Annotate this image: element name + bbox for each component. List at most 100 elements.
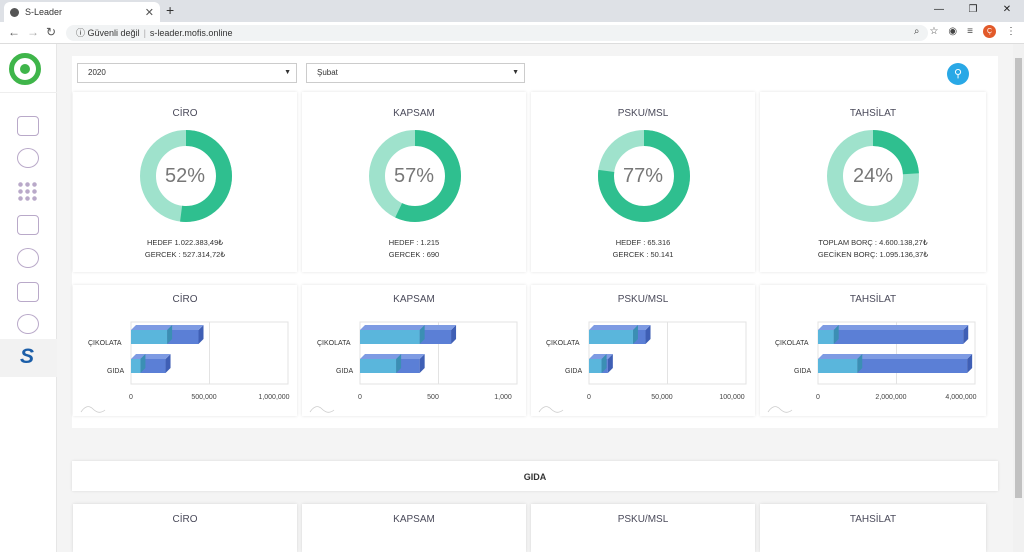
category-label: ÇIKOLATA [546, 340, 580, 347]
kpi-card-ciro: CİRO 52% HEDEF 1.022.383,49₺ GERCEK : 52… [73, 92, 297, 272]
bar-side [601, 354, 607, 373]
bar-card-kapsam: KAPSAM ÇIKOLATA GIDA 0 500 1,000 [302, 285, 526, 416]
bar-top [589, 354, 613, 359]
bar-card-ciro: CİRO ÇIKOLATA GIDA 0 500,000 1,000,000 [73, 285, 297, 416]
x-tick-label: 0 [129, 394, 133, 401]
gida-card-tahsilat: TAHSİLAT [760, 504, 986, 552]
menu-dots-icon[interactable]: ⋮ [1006, 26, 1016, 37]
page-scrollbar[interactable] [1013, 44, 1024, 552]
kpi-card-title: KAPSAM [393, 108, 435, 119]
tab-title: S-Leader [25, 7, 63, 17]
target-icon[interactable] [17, 248, 39, 268]
browser-tab-strip: S-Leader ✕ + — ❐ ✕ [0, 0, 1024, 22]
bar-segment-series-2 [140, 359, 166, 373]
app-logo[interactable] [9, 53, 41, 85]
new-tab-button[interactable]: + [166, 2, 175, 18]
kpi-donut [598, 130, 690, 222]
kpi-line-2: GERCEK : 527.314,72₺ [144, 250, 226, 259]
section-gida-header: GIDA [72, 461, 998, 491]
mini-sparkline [767, 406, 793, 413]
bar-segment-series-1 [131, 330, 168, 344]
bar-top [818, 325, 969, 330]
x-tick-label: 0 [816, 394, 820, 401]
mini-sparkline [538, 406, 564, 413]
info-icon[interactable]: ⓘ [76, 28, 86, 38]
window-controls: — ❐ ✕ [922, 0, 1024, 22]
toolbar-icons: ⌕ ☆ ◉ ≡ Ç ⋮ [914, 25, 1016, 38]
bar-segment-series-1 [589, 359, 602, 373]
x-tick-label: 4,000,000 [945, 394, 977, 401]
profile-avatar-icon[interactable]: Ç [983, 25, 996, 38]
month-select[interactable]: Şubat ▼ [306, 63, 525, 83]
restore-icon[interactable]: ❐ [968, 4, 978, 15]
bar-card-psku: PSKU/MSL ÇIKOLATA GIDA 0 50,000 100,000 [531, 285, 755, 416]
user-icon[interactable] [17, 314, 39, 334]
bar-segment-series-2 [396, 359, 420, 373]
category-label: GIDA [107, 368, 125, 375]
year-select[interactable]: 2020 ▼ [77, 63, 297, 83]
gida-card-title: KAPSAM [393, 514, 435, 525]
settings-gear-icon[interactable] [17, 148, 39, 168]
donut-value-arc [369, 130, 461, 222]
kpi-line-2: GECİKEN BORÇ: 1.095.136,37₺ [817, 250, 929, 259]
year-select-value: 2020 [88, 68, 106, 77]
bar-top [360, 354, 425, 359]
bar-segment-series-2 [419, 330, 452, 344]
bar-side [645, 325, 651, 344]
bar-segment-series-1 [131, 359, 141, 373]
donut-value-arc [140, 130, 232, 222]
x-tick-label: 1,000,000 [258, 394, 290, 401]
browser-toolbar: ← → ↻ ⓘ Güvenli değil | s-leader.mofis.onl… [0, 22, 1024, 44]
media-icon[interactable]: ≡ [967, 26, 973, 37]
security-label: Güvenli değil [87, 28, 140, 38]
bar-side [140, 354, 146, 373]
address-bar[interactable]: ⓘ Güvenli değil | s-leader.mofis.online [66, 25, 928, 41]
kpi-line-1: HEDEF : 1.215 [388, 238, 440, 247]
extension-icon[interactable]: ◉ [948, 26, 958, 37]
mail-icon[interactable] [17, 282, 39, 302]
bookmark-star-icon[interactable]: ☆ [929, 26, 939, 37]
bar-segment-series-2 [857, 359, 968, 373]
bar-side [198, 325, 204, 344]
kpi-line-1: HEDEF 1.022.383,49₺ [146, 238, 224, 247]
chevron-down-icon: ▼ [284, 69, 291, 76]
kpi-percent: 57% [393, 165, 435, 187]
kpi-card-psku: PSKU/MSL 77% HEDEF : 65.316 GERCEK : 50.… [531, 92, 755, 272]
sidebar-divider [0, 92, 57, 93]
bar-chart [538, 321, 747, 413]
x-tick-label: 50,000 [651, 394, 673, 401]
x-tick-label: 1,000 [494, 394, 512, 401]
dashboard-chart-icon[interactable] [17, 116, 39, 136]
bar-segment-series-1 [360, 330, 420, 344]
apps-grid-icon[interactable] [17, 181, 38, 202]
sidebar-active-item[interactable] [0, 339, 57, 377]
user-action-button[interactable]: ⚲ [947, 63, 969, 85]
reload-icon[interactable]: ↻ [46, 25, 57, 39]
kpi-card-title: PSKU/MSL [617, 108, 669, 119]
bar-side [396, 354, 402, 373]
kpi-donut [140, 130, 232, 222]
bar-card-title: KAPSAM [393, 294, 435, 305]
kpi-percent: 77% [622, 165, 664, 187]
scrollbar-thumb[interactable] [1015, 58, 1022, 498]
bar-segment-series-1 [360, 359, 397, 373]
bar-top [131, 325, 204, 330]
donut-value-arc [598, 130, 690, 222]
gida-card-title: CİRO [172, 514, 198, 525]
close-window-icon[interactable]: ✕ [1002, 4, 1012, 15]
bar-chart [309, 321, 518, 413]
close-tab-icon[interactable]: ✕ [144, 6, 154, 19]
back-icon[interactable]: ← [8, 25, 20, 39]
forward-icon[interactable]: → [27, 25, 39, 39]
bar-side [419, 354, 425, 373]
browser-tab[interactable]: S-Leader ✕ [4, 2, 160, 22]
category-label: ÇIKOLATA [317, 340, 351, 347]
bar-side [632, 325, 638, 344]
cart-icon[interactable] [17, 215, 39, 235]
gida-card-psku: PSKU/MSL [531, 504, 755, 552]
gida-card-title: PSKU/MSL [617, 514, 669, 525]
kpi-donut [369, 130, 461, 222]
zoom-icon[interactable]: ⌕ [913, 26, 920, 37]
minimize-icon[interactable]: — [934, 4, 944, 15]
x-tick-label: 500,000 [191, 394, 217, 401]
